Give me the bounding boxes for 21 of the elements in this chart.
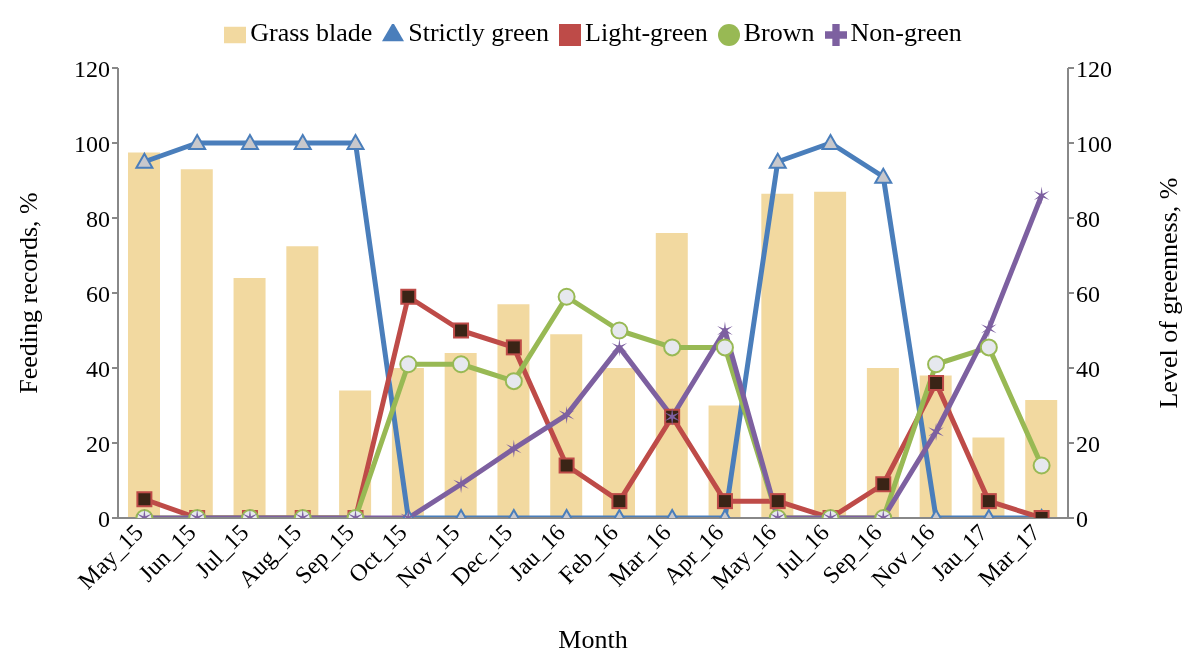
y2-tick-label: 100 [1076,130,1112,157]
y-tick-label: 100 [74,130,110,157]
y2-tick-label: 120 [1076,55,1112,82]
legend-label: Strictly green [408,18,550,47]
y2-tick-label: 20 [1076,430,1100,457]
y-tick-label: 40 [86,355,110,382]
y2-tick-label: 40 [1076,355,1100,382]
legend-label: Grass blade [250,18,373,47]
y2-tick-label: 0 [1076,505,1088,532]
y-tick-label: 20 [86,430,110,457]
legend-label: Light-green [585,18,708,47]
y2-axis-title: Level of greenness, % [1154,177,1184,409]
y-tick-label: 60 [86,280,110,307]
y2-tick-label: 60 [1076,280,1100,307]
legend-label: Non-green [850,18,962,47]
y2-tick-label: 80 [1076,205,1100,232]
y-tick-label: 80 [86,205,110,232]
legend-label: Brown [743,18,815,47]
y-axis-title: Feeding records, % [14,192,44,394]
y-tick-label: 120 [74,55,110,82]
x-axis-title: Month [558,625,628,654]
